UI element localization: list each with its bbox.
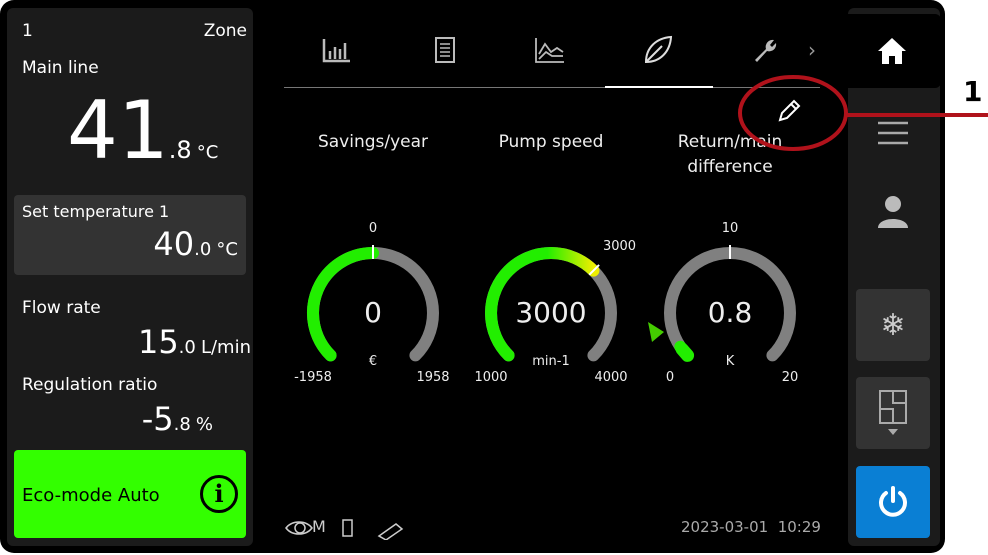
gauge-unit: min-1: [532, 354, 570, 369]
set-int: 40: [153, 225, 195, 263]
gauge-mark-tick: [588, 264, 600, 276]
gauge-mark-label: 3000: [602, 239, 637, 255]
setpoint-marker: [648, 322, 664, 342]
eye-icon: [285, 521, 313, 535]
gauge-max-label: 1958: [416, 370, 450, 385]
floor-plan-icon: [879, 390, 907, 435]
user-icon: [878, 196, 908, 228]
gauge-value: 0.8: [707, 296, 753, 329]
gauge-min-label: -1958: [294, 370, 332, 385]
tab-eco[interactable]: [628, 28, 688, 72]
tab-divider: [284, 87, 820, 88]
eco-mode-label: Eco-mode Auto: [22, 485, 160, 506]
zone-number: 1: [22, 21, 33, 41]
wrench-icon: [755, 39, 777, 62]
home-icon: [877, 38, 906, 64]
gauge-title: Pump speed: [498, 132, 604, 152]
gauge-min-label: 1000: [474, 370, 508, 385]
regulation-ratio-label: Regulation ratio: [22, 375, 158, 395]
active-tab-indicator: [605, 86, 713, 88]
zone-panel: 1 Zone Main line 41.8 °C Set temperature…: [7, 8, 253, 546]
user-button[interactable]: [876, 194, 910, 234]
tab-bar-chart[interactable]: [307, 28, 367, 72]
gauge-value: 3000: [515, 296, 587, 329]
mode-letter: M: [312, 517, 326, 536]
zone-label: Zone: [203, 21, 247, 41]
leaf-icon: [644, 35, 673, 64]
gauge-value-arc: [485, 247, 600, 362]
usb-icon: [377, 523, 404, 541]
line-chart-icon: [535, 38, 564, 63]
status-icons: M: [284, 516, 414, 544]
gauge-mark-label: 0: [368, 221, 378, 236]
floor-plan-button[interactable]: [856, 377, 930, 449]
bar-chart-icon: [322, 39, 350, 63]
flow-unit: L/min: [200, 337, 251, 358]
info-icon[interactable]: i: [200, 475, 238, 513]
cooling-button[interactable]: ❄: [856, 289, 930, 361]
tab-trend[interactable]: [520, 28, 580, 72]
power-button[interactable]: [856, 466, 930, 538]
eco-mode-button[interactable]: Eco-mode Auto i: [14, 450, 246, 538]
document-icon: [435, 37, 455, 63]
gauge-unit: K: [725, 354, 735, 369]
snowflake-icon: ❄: [880, 307, 906, 343]
reg-int: -5: [141, 400, 174, 438]
flow-int: 15: [137, 323, 179, 361]
sd-card-icon: [342, 519, 353, 537]
tab-service[interactable]: [735, 28, 795, 72]
gauge-value-arc: [307, 247, 379, 362]
main-line-temp: 41.8 °C: [67, 84, 218, 177]
home-button[interactable]: [842, 14, 941, 88]
temp-unit: °C: [196, 142, 219, 163]
chevron-right-icon[interactable]: ›: [808, 38, 816, 62]
gauge-min-label: 0: [665, 370, 675, 385]
reg-dec: .8: [173, 414, 191, 435]
temp-int: 41: [67, 84, 169, 177]
power-icon: [879, 486, 907, 517]
reg-unit: %: [195, 414, 213, 435]
flow-rate-label: Flow rate: [22, 298, 101, 318]
edit-button[interactable]: [775, 97, 803, 129]
menu-icon: [878, 121, 908, 145]
gauge-max-label: 4000: [594, 370, 628, 385]
callout-number: 1: [963, 75, 983, 108]
right-sidebar: ❄: [848, 8, 940, 546]
gauge-value-arc: [675, 342, 695, 362]
gauge-value: 0: [364, 296, 382, 329]
set-temp-value: 40.0 °C: [153, 225, 238, 263]
set-temp-label: Set temperature 1: [22, 202, 170, 221]
gauge-title: Savings/year: [317, 132, 429, 152]
gauge-unit: €: [368, 354, 378, 369]
menu-button[interactable]: [876, 120, 910, 150]
gauge-max-label: 20: [781, 370, 799, 385]
tab-document[interactable]: [415, 28, 475, 72]
pencil-icon: [778, 99, 801, 122]
set-dec: .0: [194, 239, 212, 260]
temp-dec: .8: [168, 136, 192, 164]
datetime: 2023-03-01 10:29: [681, 518, 821, 536]
flow-dec: .0: [178, 337, 196, 358]
flow-rate-value: 15.0 L/min: [138, 323, 251, 361]
gauge-mark-label: 10: [721, 221, 739, 236]
main-line-label: Main line: [22, 58, 99, 78]
set-temperature-button[interactable]: Set temperature 1 40.0 °C: [14, 195, 246, 275]
regulation-ratio-value: -5.8 %: [142, 400, 213, 438]
set-unit: °C: [216, 239, 238, 260]
